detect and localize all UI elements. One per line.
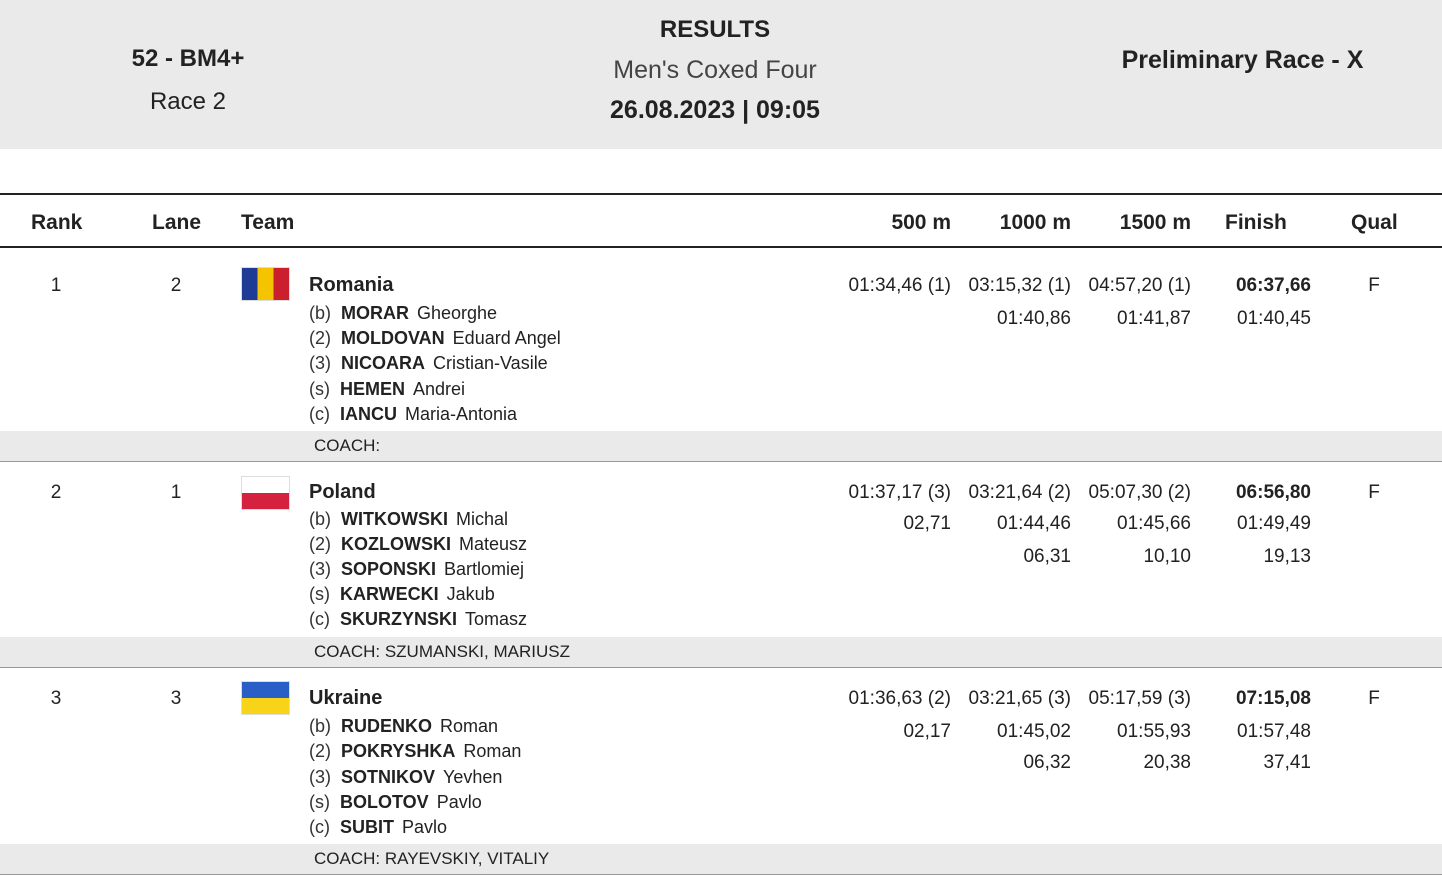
col-finish: Finish xyxy=(1225,211,1287,234)
crew-member: (3) SOPONSKI Bartlomiej xyxy=(309,559,525,579)
time-500m: 01:34,46 (1) xyxy=(848,275,951,296)
table-row: 2 1 Poland (b) WITKOWSKI Michal (2) KOZLOWS… xyxy=(0,462,1442,668)
crew-member: (s) BOLOTOV Pavlo xyxy=(309,792,482,812)
crew-member: (b) RUDENKO Roman xyxy=(309,716,499,736)
race-number: Race 2 xyxy=(149,88,227,115)
col-rank: Rank xyxy=(31,211,83,234)
col-1500m: 1500 m xyxy=(1119,211,1191,234)
time-500m: 01:37,17 (3) xyxy=(848,482,951,503)
crew-member: (s) HEMEN Andrei xyxy=(309,379,466,399)
split-1000m: 01:40,86 xyxy=(997,308,1071,329)
time-1500m: 05:17,59 (3) xyxy=(1088,688,1191,709)
coach-name: COACH: RAYEVSKIY, VITALIY xyxy=(314,849,550,868)
split-1000m: 01:44,46 xyxy=(997,513,1071,534)
split-1500m: 01:41,87 xyxy=(1117,308,1191,329)
crew-member: (c) SKURZYNSKI Tomasz xyxy=(309,609,528,629)
lane: 1 xyxy=(170,482,182,503)
country-name: Ukraine xyxy=(309,687,383,709)
coach-name: COACH: xyxy=(314,436,381,455)
behind-500m: 02,17 xyxy=(903,721,951,742)
results-header: 52 - BM4+ Race 2 RESULTS Men's Coxed Fou… xyxy=(0,0,1442,149)
crew-member: (c) IANCU Maria-Antonia xyxy=(309,404,518,424)
crew-member: (c) SUBIT Pavlo xyxy=(309,817,448,837)
col-lane: Lane xyxy=(152,211,202,234)
table-row: 3 3 Ukraine (b) RUDENKO Roman (2) POKRYSHKA… xyxy=(0,668,1442,876)
time-1000m: 03:21,64 (2) xyxy=(968,482,1071,503)
crew-member: (3) NICOARA Cristian-Vasile xyxy=(309,353,548,373)
country-name: Romania xyxy=(309,274,394,296)
qualification: F xyxy=(1368,275,1380,296)
table-row: 1 2 Romania (b) MORAR Gheorghe (2) MOLDOVAN… xyxy=(0,250,1442,462)
col-qual: Qual xyxy=(1351,211,1398,234)
crew-member: (b) MORAR Gheorghe xyxy=(309,303,498,323)
rank: 1 xyxy=(50,275,62,296)
crew-member: (s) KARWECKI Jakub xyxy=(309,584,495,604)
crew-member: (2) MOLDOVAN Eduard Angel xyxy=(309,328,561,348)
behind-1000m: 06,32 xyxy=(1023,752,1071,773)
crew-member: (2) POKRYSHKA Roman xyxy=(309,741,522,761)
behind-finish: 37,41 xyxy=(1263,752,1311,773)
poland-flag-icon xyxy=(241,476,290,510)
behind-1000m: 06,31 xyxy=(1023,546,1071,567)
qualification: F xyxy=(1368,482,1380,503)
time-1500m: 04:57,20 (1) xyxy=(1088,275,1191,296)
page-title: RESULTS xyxy=(659,16,771,43)
event-code: 52 - BM4+ xyxy=(131,45,245,72)
time-500m: 01:36,63 (2) xyxy=(848,688,951,709)
coach-bar: COACH: xyxy=(0,431,1442,462)
romania-flag-icon xyxy=(241,267,290,301)
ukraine-flag-icon xyxy=(241,681,290,715)
behind-500m: 02,71 xyxy=(903,513,951,534)
coach-bar: COACH: RAYEVSKIY, VITALIY xyxy=(0,844,1442,875)
col-1000m: 1000 m xyxy=(999,211,1071,234)
behind-finish: 19,13 xyxy=(1263,546,1311,567)
split-1500m: 01:55,93 xyxy=(1117,721,1191,742)
qualification: F xyxy=(1368,688,1380,709)
country-name: Poland xyxy=(309,481,376,503)
crew-member: (b) WITKOWSKI Michal xyxy=(309,509,508,529)
time-1000m: 03:21,65 (3) xyxy=(968,688,1071,709)
table-header: Rank Lane Team 500 m 1000 m 1500 m Finis… xyxy=(0,193,1442,248)
time-1000m: 03:15,32 (1) xyxy=(968,275,1071,296)
crew-member: (3) SOTNIKOV Yevhen xyxy=(309,767,503,787)
behind-1500m: 10,10 xyxy=(1143,546,1191,567)
rank: 2 xyxy=(50,482,62,503)
coach-name: COACH: SZUMANSKI, MARIUSZ xyxy=(314,642,570,661)
col-500m: 500 m xyxy=(891,211,951,234)
split-finish: 01:57,48 xyxy=(1237,721,1311,742)
col-team: Team xyxy=(241,211,295,234)
split-finish: 01:49,49 xyxy=(1237,513,1311,534)
race-datetime: 26.08.2023 | 09:05 xyxy=(610,96,820,124)
crew-member: (2) KOZLOWSKI Mateusz xyxy=(309,534,528,554)
split-finish: 01:40,45 xyxy=(1237,308,1311,329)
lane: 2 xyxy=(170,275,182,296)
split-1000m: 01:45,02 xyxy=(997,721,1071,742)
split-1500m: 01:45,66 xyxy=(1117,513,1191,534)
behind-1500m: 20,38 xyxy=(1143,752,1191,773)
lane: 3 xyxy=(170,688,182,709)
rank: 3 xyxy=(50,688,62,709)
time-finish: 06:37,66 xyxy=(1235,275,1311,296)
event-name: Men's Coxed Four xyxy=(613,56,817,84)
time-finish: 07:15,08 xyxy=(1235,688,1311,709)
coach-bar: COACH: SZUMANSKI, MARIUSZ xyxy=(0,637,1442,668)
race-phase: Preliminary Race - X xyxy=(1121,46,1364,74)
time-1500m: 05:07,30 (2) xyxy=(1088,482,1191,503)
time-finish: 06:56,80 xyxy=(1235,482,1311,503)
